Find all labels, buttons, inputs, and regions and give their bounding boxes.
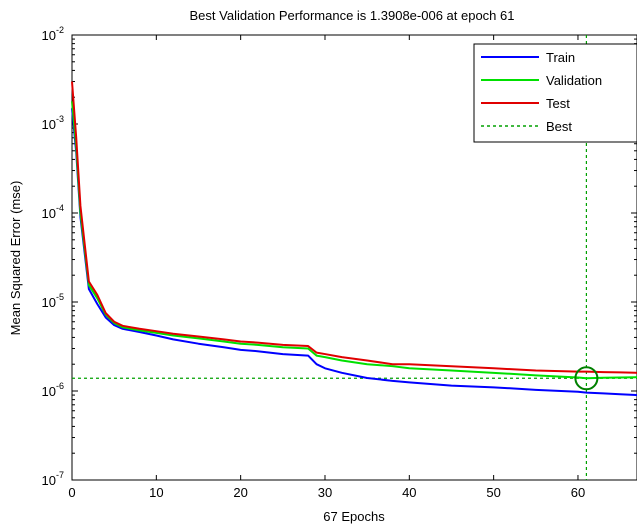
x-tick-label: 10	[149, 485, 163, 500]
y-tick-label: 10-5	[42, 292, 64, 310]
y-tick-label: 10-2	[42, 25, 64, 43]
x-tick-label: 20	[233, 485, 247, 500]
y-axis-ticks: 10-7 10-6 10-5 10-4 10-3 10-2	[42, 25, 637, 488]
best-point	[574, 366, 599, 391]
y-axis-label: Mean Squared Error (mse)	[8, 181, 23, 336]
x-tick-label: 60	[571, 485, 585, 500]
legend-label-validation: Validation	[546, 73, 602, 88]
legend-label-train: Train	[546, 50, 575, 65]
x-tick-label: 30	[318, 485, 332, 500]
chart-legend: Train Validation Test Best	[473, 43, 637, 143]
series-line-test	[71, 81, 637, 374]
x-tick-label: 50	[486, 485, 500, 500]
y-tick-label: 10-7	[42, 470, 64, 488]
x-axis-ticks: 0 10 20 30 40 50 60	[68, 35, 585, 500]
x-tick-label: 40	[402, 485, 416, 500]
y-tick-label: 10-3	[42, 114, 64, 132]
series-lines	[71, 81, 637, 397]
series-line-validation	[71, 101, 637, 380]
legend-label-best: Best	[546, 119, 572, 134]
x-tick-label: 0	[68, 485, 75, 500]
series-line-train	[71, 108, 637, 397]
chart-title: Best Validation Performance is 1.3908e-0…	[190, 8, 515, 23]
legend-label-test: Test	[546, 96, 570, 111]
y-tick-label: 10-4	[42, 203, 64, 221]
x-axis-label: 67 Epochs	[323, 509, 385, 524]
y-tick-label: 10-6	[42, 381, 64, 399]
best-point-circle	[574, 366, 599, 391]
